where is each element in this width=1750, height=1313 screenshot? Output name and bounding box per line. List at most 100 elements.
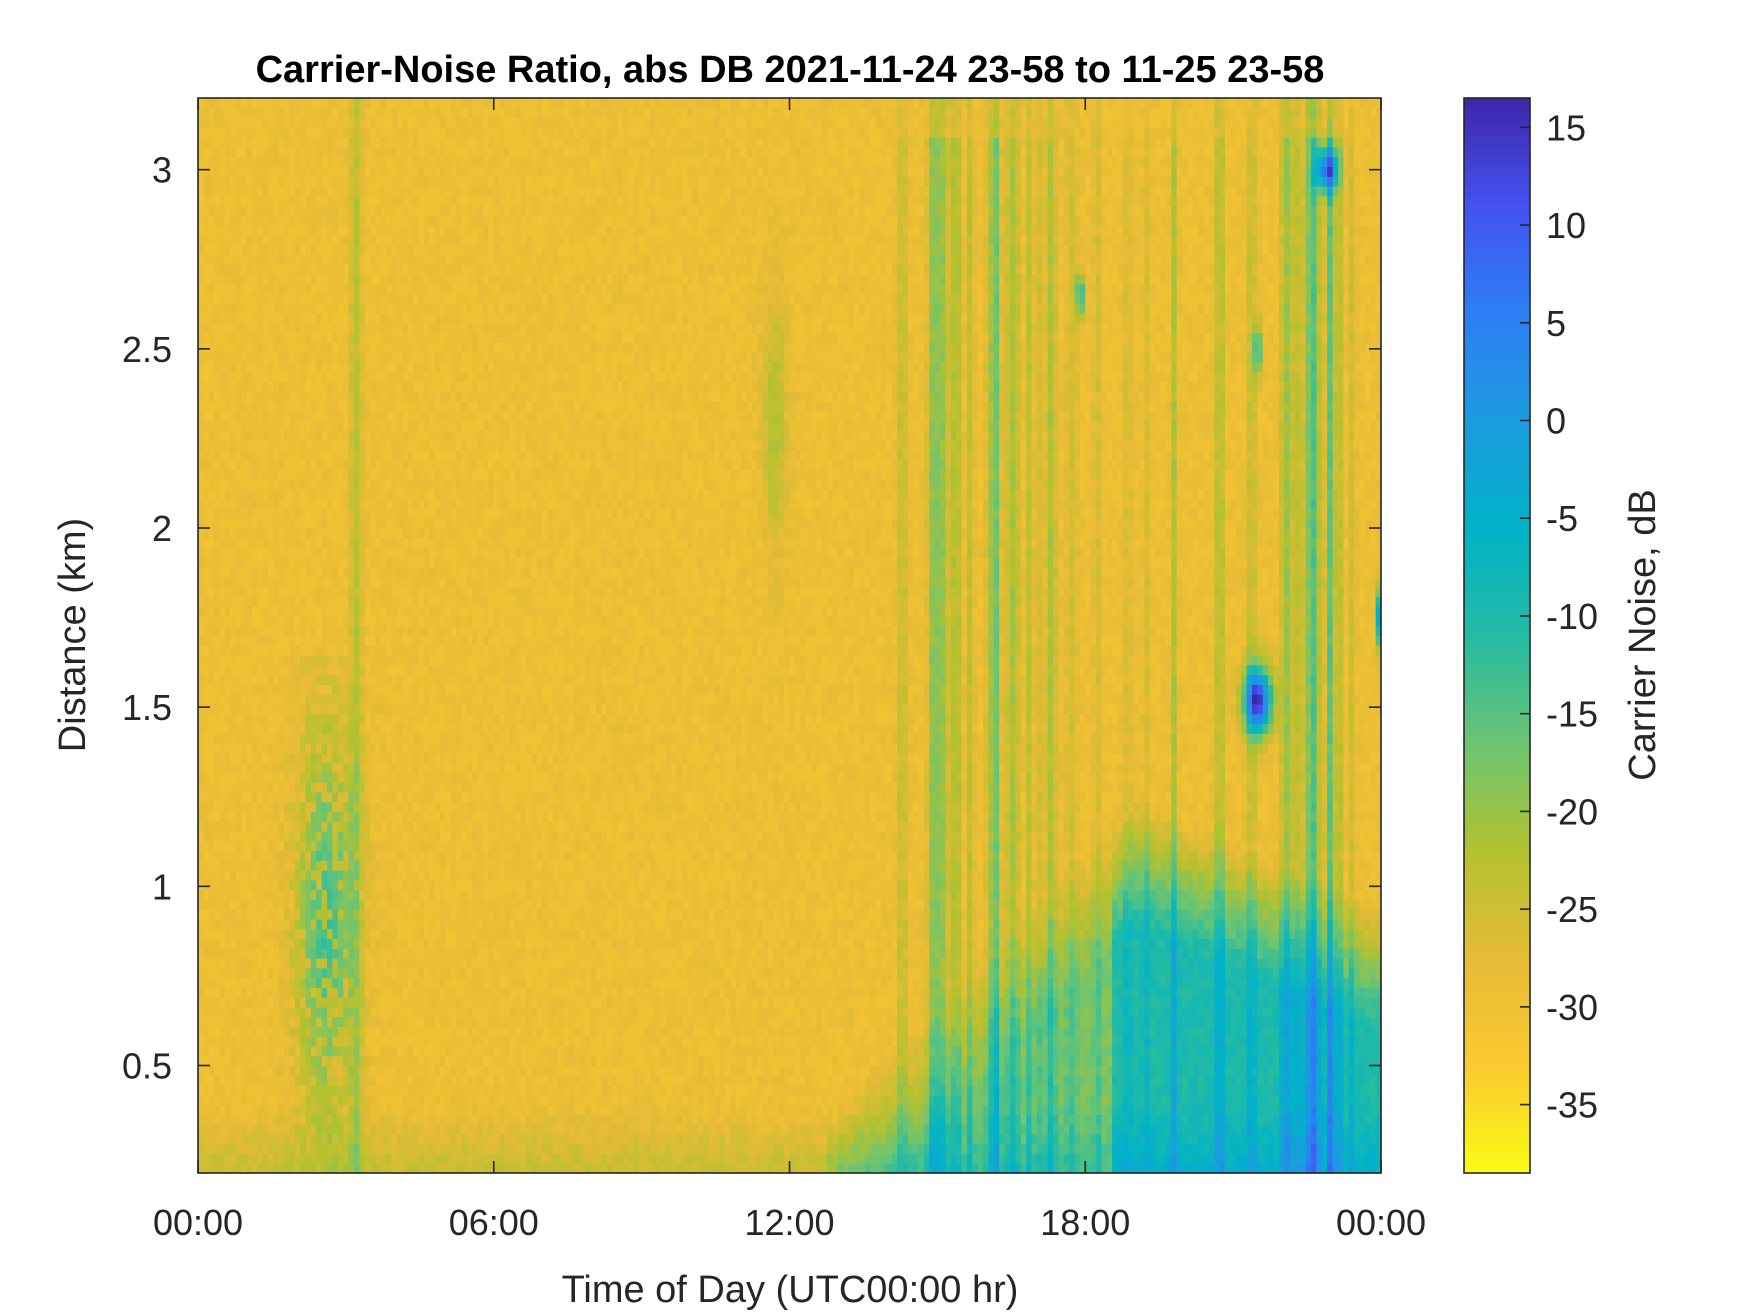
heatmap-cell [279, 1105, 285, 1115]
heatmap-cell [639, 1134, 645, 1144]
heatmap-cell [811, 948, 817, 958]
heatmap-cell [1268, 1134, 1274, 1144]
heatmap-cell [843, 1085, 849, 1095]
heatmap-cell [461, 997, 467, 1007]
heatmap-cell [531, 978, 537, 988]
heatmap-cell [483, 1026, 489, 1036]
heatmap-cell [349, 1066, 355, 1076]
heatmap-cell [1171, 1066, 1177, 1076]
heatmap-cell [209, 1007, 215, 1017]
heatmap-cell [1161, 1095, 1167, 1105]
heatmap-cell [1333, 968, 1339, 978]
heatmap-cell [440, 1144, 446, 1154]
heatmap-cell [757, 948, 763, 958]
heatmap-cell [1306, 1085, 1312, 1095]
heatmap-cell [790, 1036, 796, 1046]
heatmap-cell [1204, 1095, 1210, 1105]
heatmap-cell [870, 968, 876, 978]
heatmap-cell [225, 1134, 231, 1144]
heatmap-cell [607, 1017, 613, 1027]
heatmap-cell [1091, 958, 1097, 968]
heatmap-cell [709, 1134, 715, 1144]
heatmap-cell [1193, 1114, 1199, 1124]
heatmap-cell [730, 1007, 736, 1017]
heatmap-cell [833, 1124, 839, 1134]
heatmap-cell [1069, 1163, 1075, 1173]
heatmap-cell [456, 1114, 462, 1124]
heatmap-cell [478, 987, 484, 997]
heatmap-cell [1354, 1036, 1360, 1046]
heatmap-cell [273, 1163, 279, 1173]
heatmap-cell [811, 1134, 817, 1144]
heatmap-cell [859, 1056, 865, 1066]
heatmap-cell [316, 1026, 322, 1036]
heatmap-cell [591, 1095, 597, 1105]
heatmap-cell [1300, 1144, 1306, 1154]
heatmap-cell [1037, 958, 1043, 968]
heatmap-cell [408, 1017, 414, 1027]
heatmap-cell [1241, 1046, 1247, 1056]
heatmap-cell [478, 1105, 484, 1115]
heatmap-cell [881, 1056, 887, 1066]
heatmap-cell [220, 958, 226, 968]
heatmap-cell [854, 948, 860, 958]
heatmap-cell [1112, 1153, 1118, 1163]
heatmap-cell [644, 1095, 650, 1105]
heatmap-cell [327, 978, 333, 988]
heatmap-cell [940, 1095, 946, 1105]
heatmap-cell [962, 1026, 968, 1036]
heatmap-cell [1069, 958, 1075, 968]
heatmap-cell [741, 1007, 747, 1017]
heatmap-cell [956, 1056, 962, 1066]
heatmap-cell [709, 978, 715, 988]
heatmap-cell [1225, 1066, 1231, 1076]
heatmap-cell [1031, 1144, 1037, 1154]
heatmap-cell [1284, 1017, 1290, 1027]
heatmap-cell [1101, 987, 1107, 997]
heatmap-cell [1058, 1144, 1064, 1154]
heatmap-cell [865, 987, 871, 997]
heatmap-cell [617, 1124, 623, 1134]
heatmap-cell [1064, 987, 1070, 997]
heatmap-cell [607, 948, 613, 958]
heatmap-cell [392, 958, 398, 968]
heatmap-cell [542, 1163, 548, 1173]
heatmap-cell [349, 968, 355, 978]
heatmap-cell [1053, 978, 1059, 988]
heatmap-cell [1290, 997, 1296, 1007]
heatmap-cell [537, 1026, 543, 1036]
heatmap-cell [1230, 1124, 1236, 1134]
heatmap-cell [720, 958, 726, 968]
heatmap-cell [725, 948, 731, 958]
heatmap-cell [1365, 1085, 1371, 1095]
heatmap-cell [1225, 1056, 1231, 1066]
heatmap-cell [1193, 1144, 1199, 1154]
heatmap-cell [773, 1056, 779, 1066]
heatmap-cell [1042, 987, 1048, 997]
heatmap-cell [553, 1075, 559, 1085]
heatmap-cell [972, 1144, 978, 1154]
heatmap-cell [671, 1163, 677, 1173]
heatmap-cell [440, 1085, 446, 1095]
heatmap-cell [666, 1095, 672, 1105]
heatmap-cell [628, 1144, 634, 1154]
heatmap-cell [440, 997, 446, 1007]
heatmap-cell [284, 1056, 290, 1066]
heatmap-cell [354, 1124, 360, 1134]
heatmap-cell [806, 1124, 812, 1134]
heatmap-cell [687, 1066, 693, 1076]
heatmap-cell [720, 1036, 726, 1046]
heatmap-cell [784, 1075, 790, 1085]
heatmap-cell [392, 978, 398, 988]
heatmap-cell [1128, 1105, 1134, 1115]
heatmap-cell [811, 1163, 817, 1173]
heatmap-cell [580, 1085, 586, 1095]
heatmap-cell [1279, 1134, 1285, 1144]
heatmap-cell [634, 1026, 640, 1036]
heatmap-cell [908, 987, 914, 997]
heatmap-cell [483, 1046, 489, 1056]
heatmap-cell [945, 1046, 951, 1056]
heatmap-cell [537, 997, 543, 1007]
heatmap-cell [494, 987, 500, 997]
heatmap-cell [935, 1134, 941, 1144]
